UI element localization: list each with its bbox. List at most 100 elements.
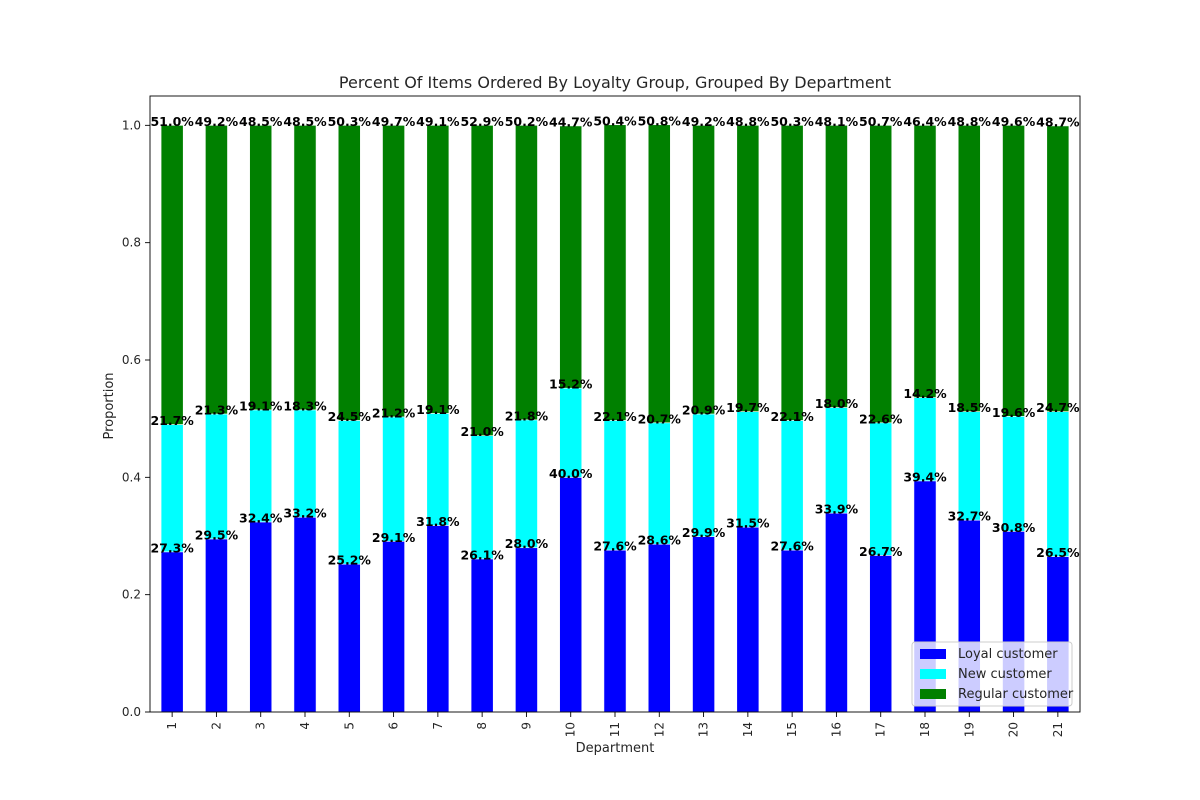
data-label-regular-customer-dept-17: 50.7% [859,114,903,129]
bar-segment-new-customer-dept-2 [205,413,228,540]
data-label-regular-customer-dept-7: 49.1% [416,114,460,129]
bar-segment-regular-customer-dept-8 [470,125,494,436]
bar-segment-regular-customer-dept-21 [1046,125,1070,412]
bar-segment-new-customer-dept-16 [825,407,848,514]
data-label-regular-customer-dept-9: 50.2% [505,114,549,129]
y-tick-label: 0.0 [122,705,141,719]
bar-segment-regular-customer-dept-17 [869,125,893,424]
data-label-new-customer-dept-18: 14.2% [903,386,947,401]
data-labels-layer: 27.3% 21.7% 51.0% 29.5% 21.3% 49.2% 32.4% 19.1%… [150,113,1080,567]
data-label-regular-customer-dept-16: 48.1% [815,114,859,129]
data-label-loyal-customer-dept-10: 40.0% [549,466,593,481]
bar-segment-new-customer-dept-21 [1046,411,1070,557]
bar-segment-regular-customer-dept-7 [426,125,450,414]
x-tick-label: 9 [519,722,533,730]
bar-segment-new-customer-dept-11 [603,420,627,551]
bar-segment-loyal-customer-dept-16 [825,512,848,713]
data-label-loyal-customer-dept-20: 30.8% [992,520,1036,535]
bar-segment-regular-customer-dept-5 [337,125,361,421]
bar-segment-new-customer-dept-5 [337,420,361,565]
bar-segment-regular-customer-dept-3 [249,125,273,411]
data-label-regular-customer-dept-5: 50.3% [328,114,372,129]
data-label-loyal-customer-dept-13: 29.9% [682,525,726,540]
bar-segment-loyal-customer-dept-14 [736,526,760,713]
data-label-loyal-customer-dept-4: 33.2% [283,506,327,521]
data-label-regular-customer-dept-4: 48.5% [283,114,327,129]
x-tick-label: 6 [387,722,401,730]
bar-segment-new-customer-dept-4 [293,409,317,518]
bar-segment-regular-customer-dept-20 [1002,125,1025,417]
x-tick-label: 17 [874,722,888,737]
x-tick-label: 14 [741,722,755,737]
data-label-new-customer-dept-14: 19.7% [726,400,770,415]
data-label-regular-customer-dept-18: 46.4% [903,114,947,129]
bar-segment-regular-customer-dept-19 [957,125,981,412]
data-label-regular-customer-dept-11: 50.4% [593,113,637,128]
x-tick-label: 11 [608,722,622,737]
data-label-new-customer-dept-11: 22.1% [593,409,637,424]
data-label-new-customer-dept-4: 18.3% [283,398,327,413]
bar-segment-regular-customer-dept-16 [825,125,848,408]
bar-segment-regular-customer-dept-11 [603,124,627,421]
data-label-new-customer-dept-2: 21.3% [195,402,239,417]
data-label-regular-customer-dept-6: 49.7% [372,114,416,129]
data-label-loyal-customer-dept-7: 31.8% [416,514,460,529]
bar-segment-loyal-customer-dept-12 [647,543,671,713]
data-label-loyal-customer-dept-15: 27.6% [770,539,814,554]
data-label-new-customer-dept-7: 19.1% [416,402,460,417]
bar-segment-new-customer-dept-8 [470,435,494,560]
bar-segment-loyal-customer-dept-2 [205,538,228,713]
bar-segment-loyal-customer-dept-9 [515,547,538,713]
legend-swatch-regular-customer [920,689,946,699]
bar-segment-regular-customer-dept-18 [913,125,937,398]
legend-swatch-loyal-customer [920,649,946,659]
bar-segment-regular-customer-dept-15 [780,125,804,421]
bar-segment-loyal-customer-dept-6 [382,540,405,713]
data-label-loyal-customer-dept-12: 28.6% [638,533,682,548]
axes-layer: 0.00.20.40.60.81.01 2 3 4 5 6 7 8 9 10 11 12 13 14 15 1… [122,95,1081,737]
bar-segment-loyal-customer-dept-1 [160,551,184,713]
data-label-regular-customer-dept-19: 48.8% [948,114,992,129]
data-label-new-customer-dept-8: 21.0% [460,424,504,439]
legend-label-regular-customer: Regular customer [958,687,1074,702]
legend-swatch-new-customer [920,669,946,679]
x-tick-label: 21 [1051,722,1065,737]
data-label-regular-customer-dept-8: 52.9% [460,114,504,129]
bar-segment-new-customer-dept-1 [160,424,184,553]
bar-segment-loyal-customer-dept-11 [603,549,627,713]
bar-segment-new-customer-dept-13 [692,413,715,537]
data-label-loyal-customer-dept-14: 31.5% [726,516,770,531]
data-label-new-customer-dept-19: 18.5% [948,400,992,415]
legend-box [911,641,1073,707]
data-label-new-customer-dept-16: 18.0% [815,396,859,411]
bar-segment-regular-customer-dept-13 [692,125,715,415]
bar-segment-regular-customer-dept-2 [205,125,228,415]
data-label-loyal-customer-dept-21: 26.5% [1036,545,1080,560]
y-tick-label: 0.6 [122,353,141,367]
bar-segment-regular-customer-dept-14 [736,125,760,412]
y-tick-label: 0.4 [122,470,141,484]
data-label-new-customer-dept-13: 20.9% [682,402,726,417]
x-tick-label: 3 [254,722,268,730]
x-tick-label: 10 [564,722,578,737]
data-label-loyal-customer-dept-9: 28.0% [505,536,549,551]
data-label-new-customer-dept-15: 22.1% [770,409,814,424]
x-tick-label: 15 [785,722,799,737]
bar-segment-new-customer-dept-12 [647,422,671,545]
y-tick-label: 0.8 [122,236,141,250]
x-tick-label: 4 [298,722,312,730]
bar-segment-new-customer-dept-15 [780,420,804,551]
data-label-loyal-customer-dept-3: 32.4% [239,510,283,525]
bar-segment-new-customer-dept-7 [426,413,450,526]
data-label-new-customer-dept-21: 24.7% [1036,400,1080,415]
x-tick-label: 5 [342,722,356,730]
x-tick-label: 8 [475,722,489,730]
y-tick-label: 0.2 [122,588,141,602]
x-tick-label: 7 [431,722,445,730]
bar-segment-loyal-customer-dept-10 [559,477,583,713]
data-label-new-customer-dept-20: 19.6% [992,405,1036,420]
bar-segment-new-customer-dept-17 [869,422,893,556]
data-label-regular-customer-dept-1: 51.0% [150,114,194,129]
